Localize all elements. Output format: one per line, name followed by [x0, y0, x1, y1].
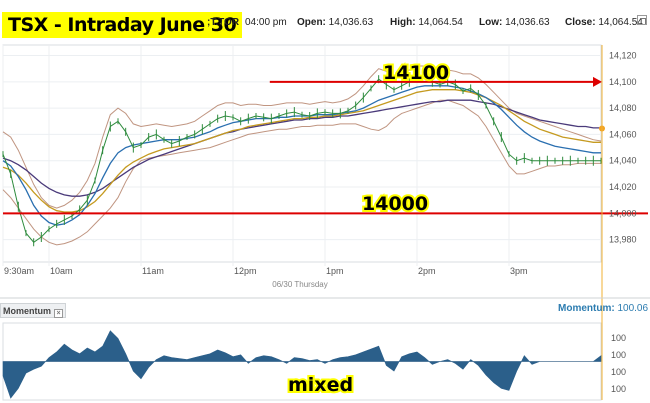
annotation-mixed: mixed: [288, 374, 353, 396]
momentum-readout-label: Momentum:: [558, 303, 615, 314]
low-label: Low:: [479, 17, 503, 28]
time-tick-label: 1pm: [326, 266, 344, 276]
series-line-band-upper: [2, 65, 602, 209]
session-date-label: 06/30 Thursday: [272, 280, 327, 289]
time-tick-label: 12pm: [234, 266, 257, 276]
ticker-symbol: ;T.TOR: [207, 17, 240, 28]
momentum-tick-label: 100: [611, 350, 626, 360]
close-quote: Close: 14,064.54: [565, 17, 643, 28]
price-tick-label: 14,000: [609, 208, 637, 218]
time-tick-label: 10am: [50, 266, 73, 276]
price-tick-label: 14,080: [609, 103, 637, 113]
series-line-band-lower: [2, 99, 601, 246]
price-plot-frame: [2, 44, 602, 263]
momentum-tick-label: 100: [611, 333, 626, 343]
time-tick-label: 2pm: [418, 266, 436, 276]
close-value: 14,064.54: [598, 17, 643, 28]
price-axis: 14,120 14,100 14,080 14,060 14,040 14,020 14,0…: [601, 45, 637, 400]
momentum-readout: Momentum: 100.06: [558, 303, 648, 314]
time-tick-label: 3pm: [510, 266, 528, 276]
high-label: High:: [390, 17, 416, 28]
momentum-tab-label: Momentum: [3, 306, 51, 316]
open-label: Open:: [297, 17, 326, 28]
momentum-readout-value: 100.06: [617, 303, 649, 314]
momentum-tab[interactable]: Momentum ×: [0, 303, 66, 318]
reference-lines: [3, 76, 648, 215]
price-tick-label: 14,120: [609, 51, 637, 61]
momentum-tick-label: 100: [611, 384, 626, 394]
high-value: 14,064.54: [418, 17, 463, 28]
time-tick-label: 11am: [142, 266, 164, 276]
series-line-ma-slow: [2, 99, 601, 197]
chart-title: TSX - Intraday June 30: [2, 12, 243, 38]
low-value: 14,036.63: [505, 17, 550, 28]
annotation-14100: 14100: [383, 62, 449, 84]
close-icon[interactable]: ×: [54, 309, 63, 318]
time-tick-label: 9:30am: [4, 266, 34, 276]
momentum-area: [2, 330, 602, 399]
time-axis: 9:30am 10am 11am 12pm 1pm 2pm 3pm: [4, 266, 528, 276]
quote-time: 04:00 pm: [245, 17, 287, 28]
reference-arrow-14100: [593, 76, 602, 87]
open-value: 14,036.63: [328, 17, 374, 28]
momentum-panel: 100 100 100 100: [0, 297, 650, 401]
price-series-group: [2, 65, 605, 247]
chart-header: TSX - Intraday June 30 ;T.TOR 04:00 pm O…: [0, 12, 650, 38]
expand-icon[interactable]: [637, 15, 647, 25]
price-tick-label: 14,100: [609, 77, 637, 87]
series-line-ma-mid: [2, 89, 601, 213]
high-quote: High: 14,064.54: [390, 17, 463, 28]
price-tick-label: 14,040: [609, 156, 637, 166]
open-quote: Open: 14,036.63: [297, 17, 373, 28]
close-label: Close:: [565, 17, 596, 28]
momentum-tick-label: 100: [611, 367, 626, 377]
annotation-14000: 14000: [362, 193, 428, 215]
price-tick-label: 13,980: [609, 235, 637, 245]
price-tick-label: 14,060: [609, 129, 637, 139]
price-tick-label: 14,020: [609, 182, 637, 192]
low-quote: Low: 14,036.63: [479, 17, 550, 28]
